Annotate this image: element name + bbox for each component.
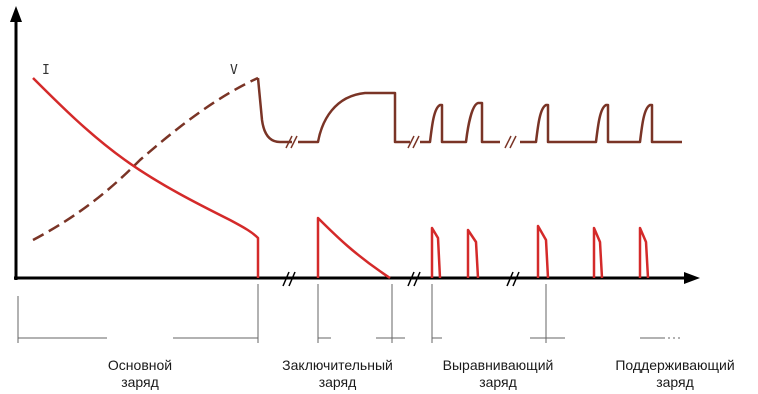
current-main-charge (32, 77, 260, 278)
voltage-final-charge (298, 91, 410, 144)
voltage-equalize-pulses-2 (520, 103, 682, 144)
phase-label-float-line1: Поддерживающий (615, 357, 735, 373)
phase-label-equal-line2: заряд (479, 374, 517, 390)
phase-label-equalizing-charge: Выравнивающий заряд (428, 357, 568, 391)
x-axis-break-marks (282, 271, 520, 287)
voltage-equalize-pulses (420, 101, 500, 144)
current-pulse-5 (638, 226, 650, 279)
voltage-main-charge-dashed (32, 76, 259, 242)
phase-label-final-line1: Заключительный (282, 357, 393, 373)
phase-dividers (17, 284, 682, 343)
phase-label-final-line2: заряд (318, 374, 357, 390)
current-curve-letter: I (42, 63, 50, 78)
voltage-break-marks (285, 135, 517, 149)
phase-label-main-line1: Основной (107, 357, 173, 373)
current-pulse-1 (430, 226, 442, 279)
phase-label-main-line2: заряд (121, 374, 159, 390)
phase-label-equal-line1: Выравнивающий (442, 357, 554, 373)
phase-label-main-charge: Основной заряд (65, 357, 215, 391)
current-pulse-3 (536, 224, 550, 279)
phase-label-float-charge: Поддерживающий заряд (595, 357, 755, 391)
phase-label-float-line2: заряд (656, 374, 694, 390)
y-axis-arrow (10, 6, 22, 22)
current-pulse-4 (592, 226, 604, 279)
voltage-drop (256, 77, 292, 144)
axes (10, 6, 700, 287)
current-pulse-2 (466, 228, 480, 279)
phase-label-final-charge: Заключительный заряд (255, 357, 420, 391)
x-axis-arrow (684, 272, 700, 284)
voltage-curve-letter: V (230, 63, 238, 78)
current-curve (32, 77, 650, 280)
voltage-curve (32, 76, 682, 242)
current-final-charge (316, 216, 391, 280)
